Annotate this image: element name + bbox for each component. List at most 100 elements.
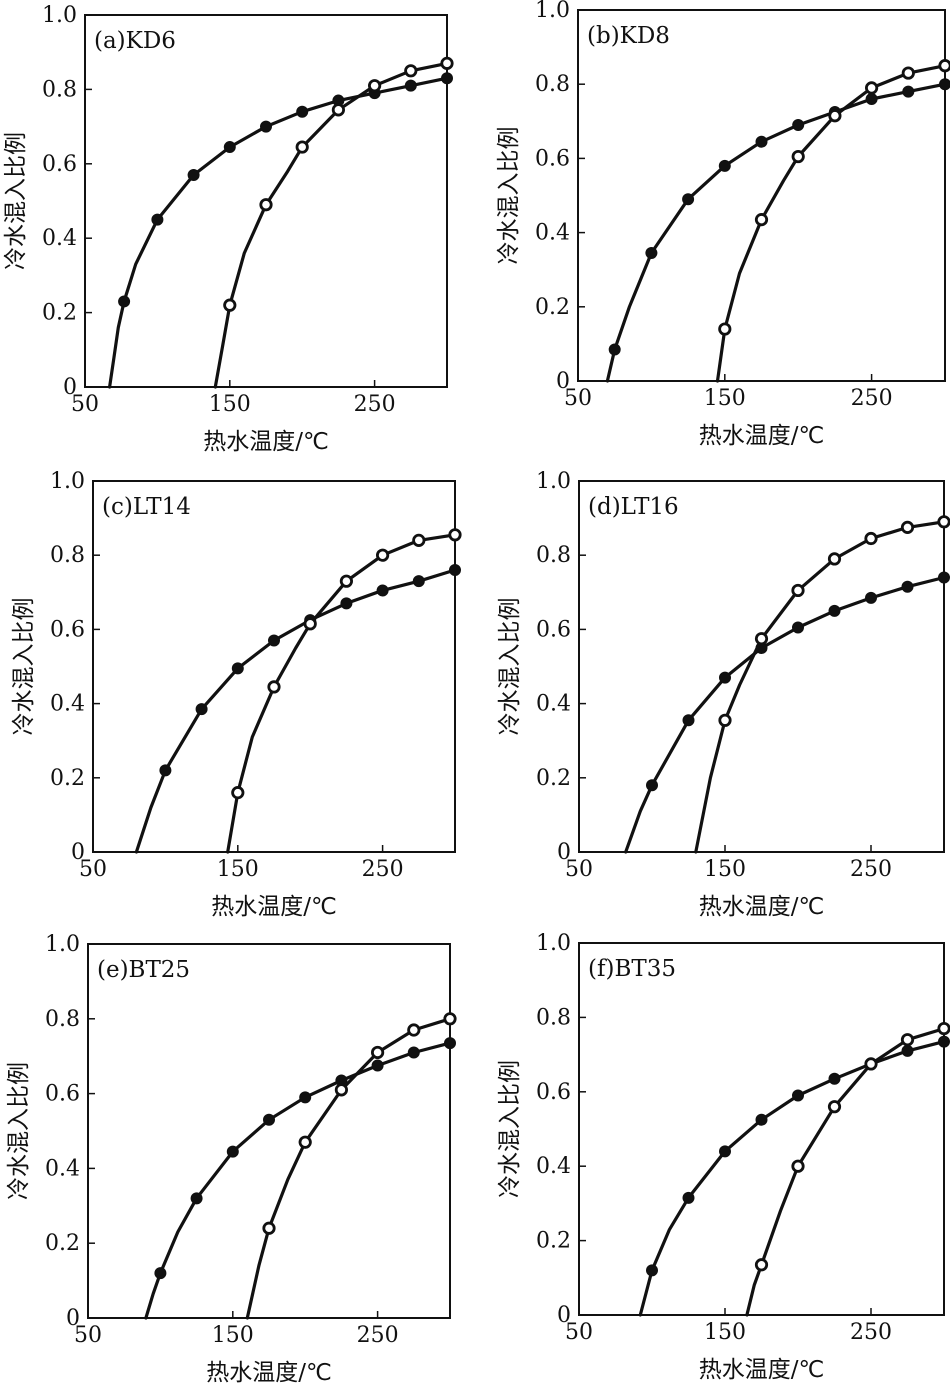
data-point-filled <box>441 72 453 85</box>
y-tick-label: 0.2 <box>536 766 571 791</box>
data-point-filled <box>682 193 695 206</box>
x-tick-label: 50 <box>71 392 99 417</box>
series-line-1 <box>605 82 947 383</box>
x-tick-label: 250 <box>851 386 893 411</box>
plot-frame <box>92 480 456 853</box>
data-point-open <box>791 583 805 598</box>
x-tick-label: 150 <box>704 1320 746 1345</box>
data-point-open <box>718 322 732 336</box>
panel-title: (c)LT14 <box>102 494 191 520</box>
x-axis-title: 热水温度/℃ <box>699 423 825 449</box>
y-tick-label: 0.2 <box>50 766 85 791</box>
y-tick-label: 0.8 <box>42 77 77 102</box>
data-point-open <box>440 56 454 70</box>
x-tick-label: 150 <box>209 392 251 417</box>
data-point-filled <box>865 591 877 604</box>
x-tick-label: 150 <box>704 857 746 882</box>
data-point-filled <box>938 1035 950 1048</box>
data-point-open <box>331 103 345 117</box>
data-point-open <box>900 520 915 534</box>
data-point-open <box>375 548 390 562</box>
data-point-filled <box>187 168 200 181</box>
data-point-filled <box>444 1037 456 1050</box>
y-tick-label: 0.2 <box>535 295 570 320</box>
data-point-open <box>412 533 426 547</box>
data-point-filled <box>449 564 461 577</box>
chart-panel-6: 50 150 250 0 0.2 0.4 0.6 0.8 1.0 (f)BT35 热水温度/℃ 冷水混… <box>497 931 950 1383</box>
series-line-2 <box>245 1017 452 1320</box>
data-point-filled <box>231 662 244 675</box>
data-point-filled <box>412 575 425 588</box>
data-point-filled <box>938 571 950 584</box>
x-tick-label: 250 <box>357 1323 399 1348</box>
data-point-filled <box>263 1113 275 1126</box>
y-tick-label: 1.0 <box>42 3 77 28</box>
y-tick-label: 0.4 <box>535 221 570 246</box>
y-axis-title: 冷水混入比例 <box>497 598 523 736</box>
x-tick-label: 150 <box>704 386 746 411</box>
y-axis-title: 冷水混入比例 <box>496 127 522 265</box>
y-tick-label: 0.4 <box>45 1156 80 1181</box>
y-tick-label: 0.2 <box>536 1229 571 1254</box>
panel-title: (b)KD8 <box>587 23 670 49</box>
data-point-filled <box>226 1145 239 1158</box>
y-tick-label: 0.8 <box>535 72 570 97</box>
chart-panel-2: 50 150 250 0 0.2 0.4 0.6 0.8 1.0 (b)KD8 热水温度/℃ 冷水混入… <box>496 0 950 449</box>
y-tick-label: 1.0 <box>45 932 80 957</box>
data-point-filled <box>159 764 172 777</box>
data-point-open <box>259 198 273 212</box>
data-point-open <box>303 617 317 631</box>
data-point-open <box>448 528 462 542</box>
chart-panel-3: 50 150 250 0 0.2 0.4 0.6 0.8 1.0 (c)LT14 热水温度/℃ 冷水混… <box>11 469 462 920</box>
panel-title: (f)BT35 <box>588 956 676 982</box>
data-point-open <box>295 140 309 154</box>
data-point-open <box>828 109 842 123</box>
plot-frame <box>87 943 451 1319</box>
y-axis-title: 冷水混入比例 <box>3 132 29 270</box>
data-point-filled <box>939 78 950 91</box>
y-tick-label: 0.4 <box>50 692 85 717</box>
y-tick-label: 0.6 <box>45 1082 80 1107</box>
data-point-filled <box>682 714 695 727</box>
data-point-filled <box>718 159 731 172</box>
data-point-filled <box>151 213 164 226</box>
y-tick-label: 1.0 <box>536 469 571 494</box>
data-point-open <box>334 1083 348 1097</box>
data-point-open <box>900 1033 915 1047</box>
series-line-1 <box>624 575 946 854</box>
data-point-open <box>443 1012 457 1026</box>
series-line-2 <box>694 520 946 854</box>
data-point-open <box>901 66 915 80</box>
y-tick-label: 0 <box>556 369 570 394</box>
data-point-open <box>937 1021 950 1036</box>
data-point-filled <box>901 1044 914 1057</box>
data-point-open <box>718 713 732 727</box>
data-point-open <box>267 680 281 694</box>
data-point-filled <box>223 141 236 154</box>
plot-frame <box>84 14 448 388</box>
chart-panel-1: 50 150 250 0 0.2 0.4 0.6 0.8 1.0 (a)KD6 热水温度/℃ 冷水混入… <box>3 3 454 455</box>
x-tick-label: 150 <box>212 1323 254 1348</box>
data-point-open <box>231 786 245 800</box>
y-tick-label: 0.4 <box>42 226 77 251</box>
data-point-open <box>298 1135 312 1149</box>
data-point-filled <box>719 1145 731 1158</box>
data-point-open <box>864 81 879 95</box>
x-axis-title: 热水温度/℃ <box>699 1357 825 1383</box>
data-point-open <box>827 552 842 566</box>
y-tick-label: 0.6 <box>42 152 77 177</box>
data-point-filled <box>755 1113 768 1126</box>
y-tick-label: 0.4 <box>536 692 571 717</box>
data-point-filled <box>828 604 841 617</box>
x-axis-title: 热水温度/℃ <box>211 894 337 920</box>
chart-panel-5: 50 150 250 0 0.2 0.4 0.6 0.8 1.0 (e)BT25 热水温度/℃ 冷水混… <box>6 932 457 1385</box>
data-point-filled <box>371 1059 384 1072</box>
data-point-open <box>754 632 769 646</box>
series-line-1 <box>108 76 449 389</box>
data-point-filled <box>407 1046 420 1059</box>
y-tick-label: 0 <box>63 375 77 400</box>
data-point-filled <box>792 1089 804 1102</box>
series-line-2 <box>745 1027 946 1317</box>
y-axis-title: 冷水混入比例 <box>6 1062 32 1200</box>
